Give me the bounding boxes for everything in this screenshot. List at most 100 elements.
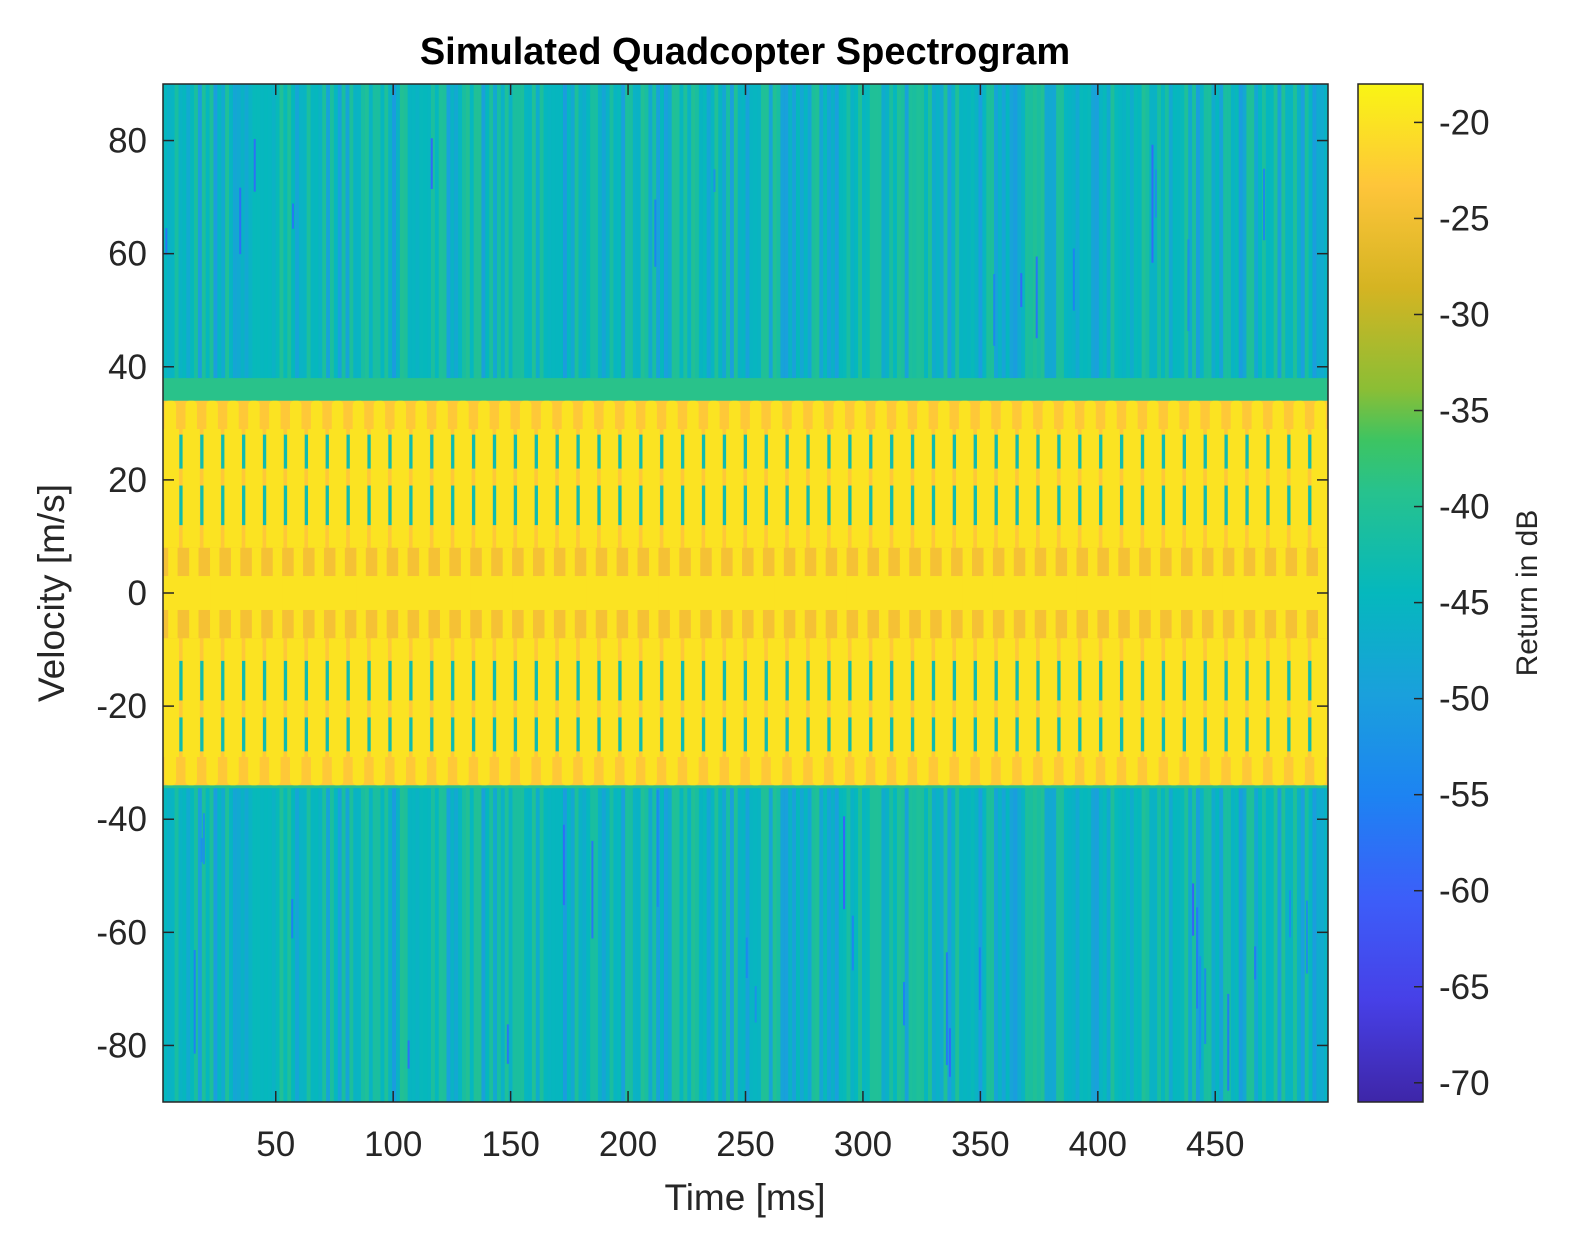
band-gap xyxy=(743,717,749,752)
heatmap-cell xyxy=(939,84,945,379)
heatmap-cell xyxy=(904,84,910,379)
center-band-segment xyxy=(439,547,450,639)
heatmap-cell xyxy=(613,788,618,1102)
heatmap-cell xyxy=(469,84,475,379)
heatmap-cell xyxy=(543,788,549,1102)
band-gap xyxy=(513,434,519,469)
heatmap-cell xyxy=(613,84,618,379)
heatmap-cell xyxy=(951,84,956,379)
band-gap xyxy=(1120,434,1126,469)
x-tick-label: 300 xyxy=(834,1125,892,1164)
heatmap-cell xyxy=(252,84,257,379)
y-axis-label: Velocity [m/s] xyxy=(31,484,72,702)
heatmap-cell xyxy=(1184,84,1189,379)
band-gap xyxy=(869,660,875,701)
y-tick-label: 0 xyxy=(128,574,147,613)
heatmap-cell xyxy=(1083,84,1088,379)
heatmap-cell xyxy=(236,84,242,379)
heatmap-cell xyxy=(442,788,448,1102)
heatmap-cell xyxy=(671,788,677,1102)
band-gap xyxy=(409,660,415,701)
band-gap xyxy=(701,717,707,752)
heatmap-cell xyxy=(644,788,650,1102)
heatmap-cell xyxy=(217,84,222,379)
heatmap-cell xyxy=(1281,788,1286,1102)
heatmap-cell xyxy=(341,84,347,379)
heatmap-cell xyxy=(846,788,851,1102)
band-gap xyxy=(304,660,310,701)
heatmap-cell xyxy=(1035,256,1038,339)
heatmap-cell xyxy=(562,84,568,379)
center-band-segment xyxy=(941,547,952,639)
band-gap xyxy=(681,660,687,701)
band-gap xyxy=(1036,717,1042,752)
band-gap xyxy=(952,434,958,469)
band-gap xyxy=(1161,485,1167,526)
heatmap-cell xyxy=(710,788,716,1102)
heatmap-cell xyxy=(858,84,863,379)
band-gap xyxy=(283,434,289,469)
band-gap xyxy=(242,485,248,526)
heatmap-cell xyxy=(660,84,665,379)
heatmap-cell xyxy=(271,788,277,1102)
band-gap xyxy=(179,717,185,752)
heatmap-cell xyxy=(815,84,820,379)
heatmap-cell xyxy=(562,788,568,1102)
band-gap xyxy=(1140,485,1146,526)
colorbar-tick-label: -70 xyxy=(1439,1064,1490,1103)
heatmap-cell xyxy=(854,84,859,379)
heatmap-cell xyxy=(1072,248,1075,311)
heatmap-cell xyxy=(1137,788,1143,1102)
heatmap-cell xyxy=(1269,84,1275,379)
band-gap xyxy=(1182,717,1188,752)
colorbar-tick-label: -55 xyxy=(1439,776,1490,815)
heatmap-cell xyxy=(1285,84,1290,379)
heatmap-cell xyxy=(605,84,611,379)
heatmap-cell xyxy=(1180,84,1185,379)
band-gap xyxy=(597,434,603,469)
center-band-segment xyxy=(314,547,324,639)
colorbar-tick-label: -45 xyxy=(1439,584,1490,623)
band-gap xyxy=(910,660,916,701)
heatmap-cell xyxy=(1141,788,1147,1102)
heatmap-cell xyxy=(1195,84,1201,379)
band-gap xyxy=(179,434,185,469)
heatmap-cell xyxy=(178,84,184,379)
heatmap-cell xyxy=(1254,84,1259,379)
heatmap-cell xyxy=(1316,788,1321,1102)
heatmap-cell xyxy=(737,84,743,379)
heatmap-cell xyxy=(337,84,343,379)
heatmap-cell xyxy=(1176,84,1182,379)
heatmap-cell xyxy=(924,788,929,1102)
heatmap-cell xyxy=(407,1040,410,1069)
heatmap-cell xyxy=(982,788,987,1102)
band-gap xyxy=(952,660,958,701)
heatmap-cell xyxy=(1187,239,1190,332)
band-gap xyxy=(555,660,561,701)
heatmap-cell xyxy=(807,84,813,379)
band-gap xyxy=(430,485,436,526)
heatmap-cell xyxy=(654,199,657,267)
heatmap-cell xyxy=(667,84,673,379)
heatmap-cell xyxy=(539,84,545,379)
band-gap xyxy=(304,485,310,526)
center-band-segment xyxy=(189,547,199,639)
heatmap-cell xyxy=(318,84,323,379)
x-axis-ticks: 50 100 150 200 250 300 350 400 450 xyxy=(256,84,1244,1164)
heatmap-cell xyxy=(380,84,385,379)
y-tick-label: 20 xyxy=(108,461,147,500)
band-gap xyxy=(869,485,875,526)
heatmap-cell xyxy=(190,788,195,1102)
heatmap-cell xyxy=(974,84,980,379)
heatmap-cell xyxy=(240,84,246,379)
heatmap-cell xyxy=(1161,788,1166,1102)
heatmap-cell xyxy=(656,790,659,907)
center-band-segment xyxy=(1213,547,1223,639)
heatmap-cell xyxy=(1184,788,1189,1102)
band-gap xyxy=(1245,485,1251,526)
heatmap-cell xyxy=(663,84,669,379)
heatmap-cell xyxy=(675,788,681,1102)
heatmap-cell xyxy=(1316,84,1321,379)
band-gap xyxy=(994,485,1000,526)
